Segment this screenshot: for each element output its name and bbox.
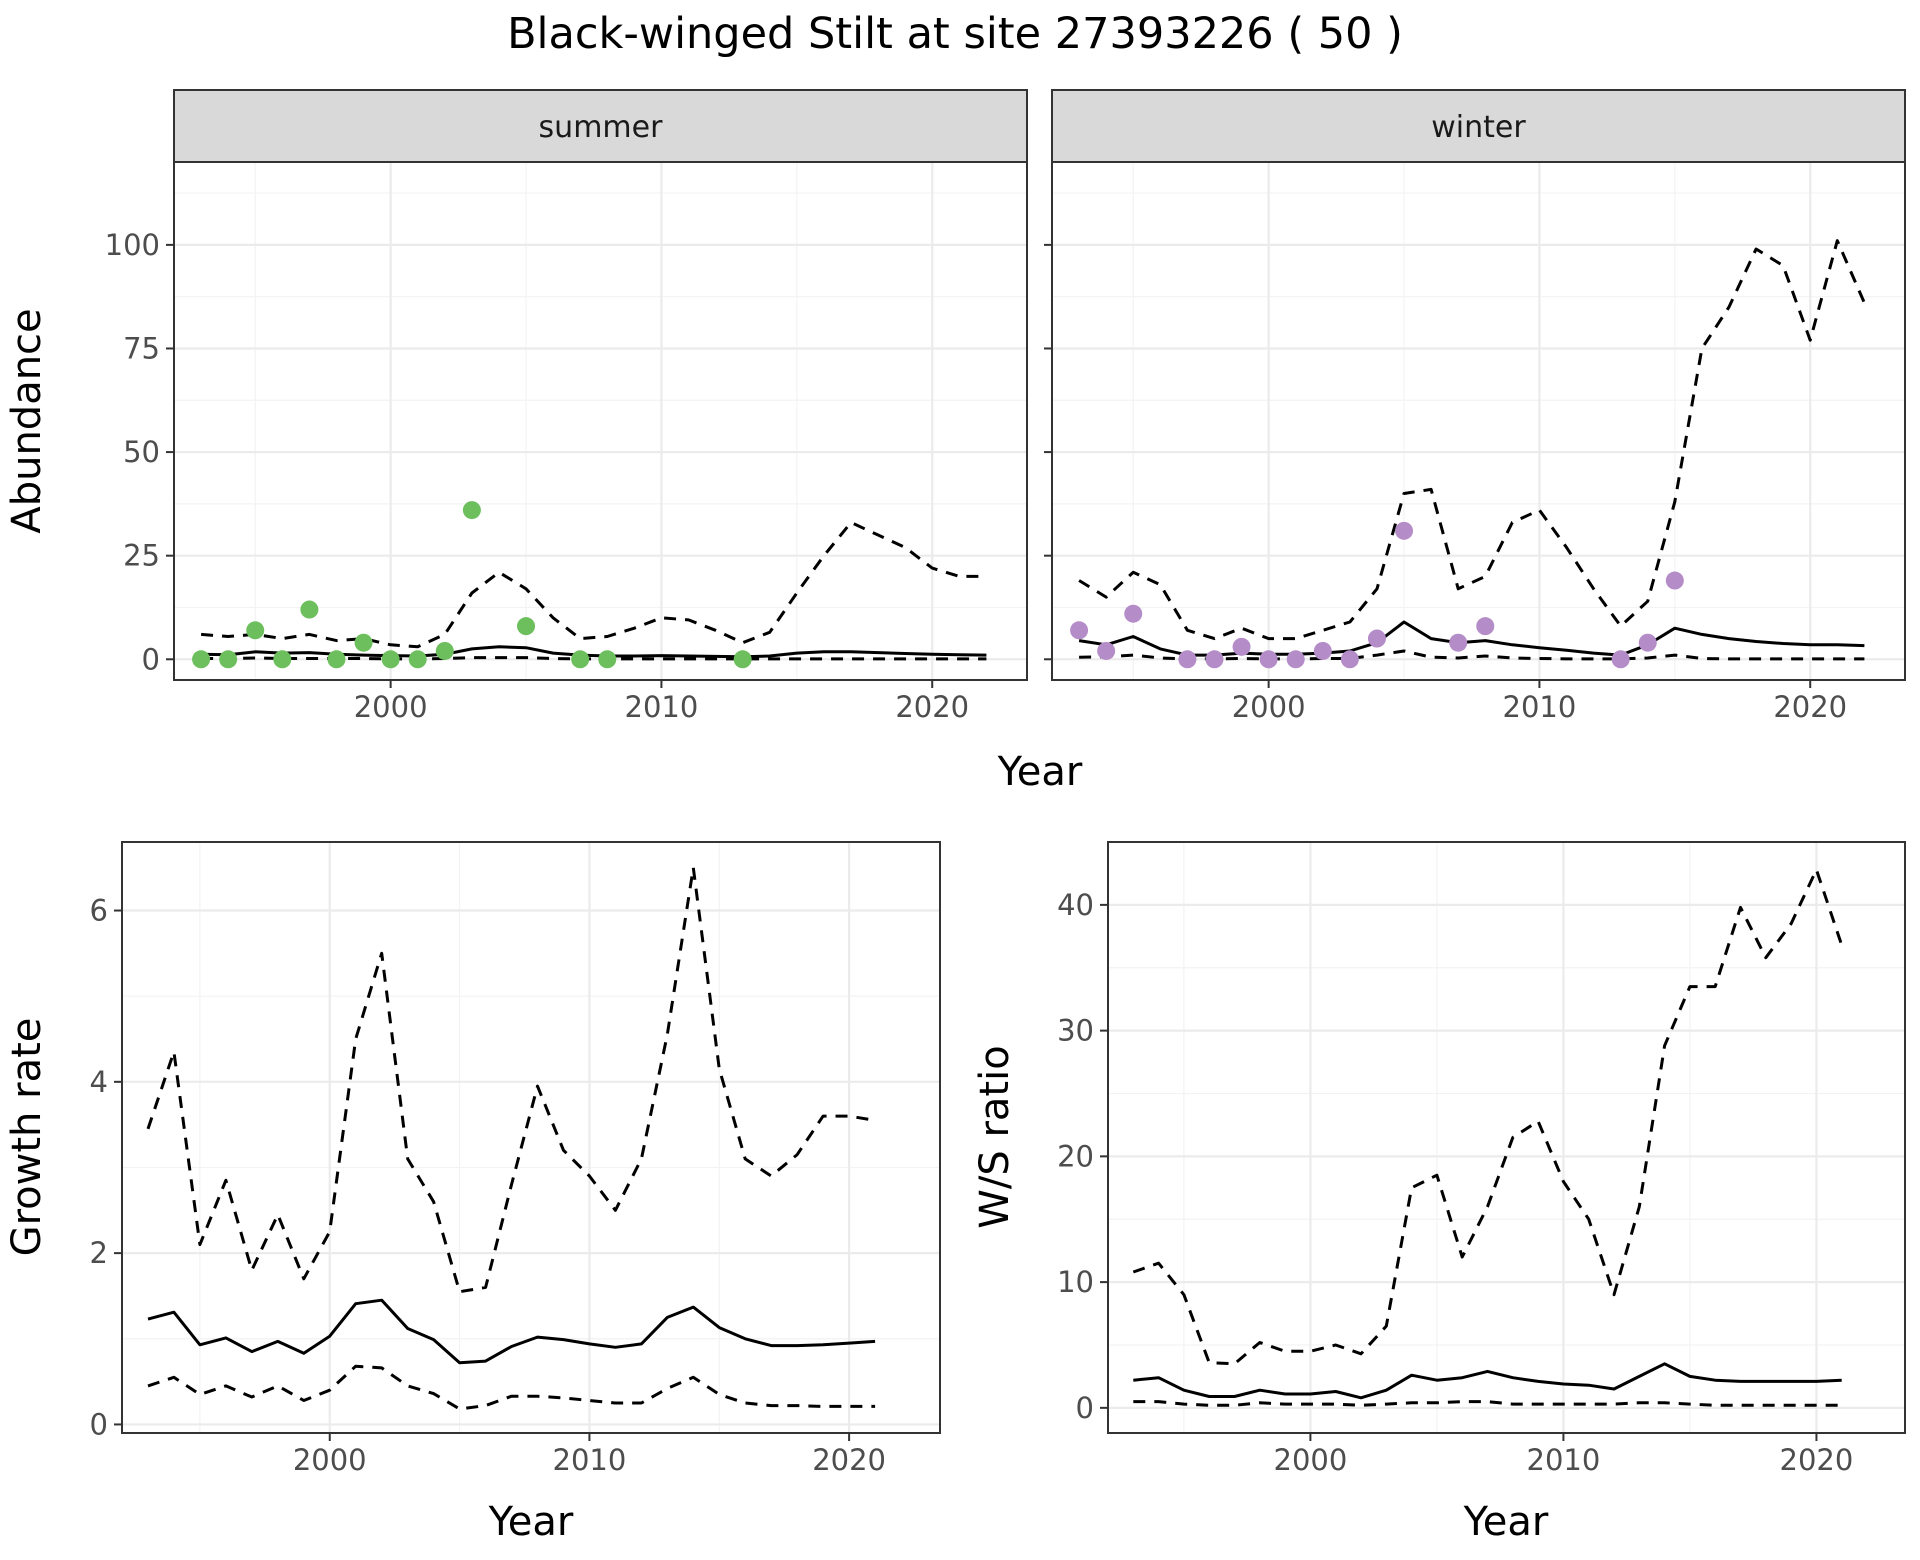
observed-point — [381, 650, 400, 669]
y-tick-label: 0 — [1076, 1391, 1094, 1425]
y-axis-title: Growth rate — [4, 1018, 50, 1257]
growth-rate-panel: 2000 2010 2020 0 2 4 6 — [90, 841, 941, 1477]
observed-point — [571, 650, 590, 669]
observed-point — [1665, 571, 1684, 590]
x-tick-label: 2000 — [354, 690, 428, 724]
x-tick-label: 2000 — [1274, 1443, 1348, 1477]
facet-strip-label: summer — [539, 110, 664, 145]
x-tick-label: 2020 — [1780, 1443, 1854, 1477]
y-tick-label: 2 — [90, 1236, 108, 1270]
y-tick-label: 0 — [90, 1407, 108, 1441]
y-tick-label: 25 — [123, 539, 160, 573]
dashed-interval-line-1 — [146, 866, 876, 1294]
abundance-panel-winter: 2000 2010 2020 winter — [1044, 89, 1906, 724]
dashed-interval-line-1 — [1078, 239, 1866, 641]
y-tick-label: 100 — [105, 228, 160, 262]
observed-point — [1286, 650, 1305, 669]
observed-point — [1313, 641, 1332, 660]
panel-background — [174, 162, 1027, 680]
dashed-interval-line-2 — [147, 1364, 876, 1411]
facet-strip-label: winter — [1431, 110, 1526, 145]
facet-strip — [173, 89, 1028, 163]
observed-point — [462, 501, 481, 520]
abundance-panel-summer: 2000 2010 2020 0 25 50 75 100 summer — [105, 89, 1028, 724]
dashed-interval-line-1 — [200, 521, 987, 649]
y-tick-label: 50 — [123, 435, 160, 469]
x-tick-label: 2010 — [625, 690, 699, 724]
x-tick-label: 2020 — [1773, 690, 1847, 724]
y-tick-label: 40 — [1057, 888, 1094, 922]
y-tick-label: 75 — [123, 331, 160, 365]
observed-point — [1124, 604, 1143, 623]
y-tick-label: 30 — [1057, 1014, 1094, 1048]
y-tick-label: 0 — [142, 642, 160, 676]
solid-estimate-line-0 — [1133, 1362, 1842, 1400]
observed-point — [300, 600, 319, 619]
solid-estimate-line-0 — [147, 1298, 876, 1365]
observed-point — [246, 621, 265, 640]
panel-background — [1108, 842, 1905, 1433]
observed-point — [1097, 641, 1116, 660]
observed-point — [1476, 617, 1495, 636]
observed-point — [1259, 650, 1278, 669]
facet-strip — [1051, 89, 1906, 163]
observed-point — [219, 650, 238, 669]
observed-point — [354, 633, 373, 652]
observed-point — [598, 650, 617, 669]
x-tick-label: 2010 — [1527, 1443, 1601, 1477]
y-axis-title: W/S ratio — [972, 1045, 1018, 1228]
observed-point — [1205, 650, 1224, 669]
observed-point — [1070, 621, 1089, 640]
dashed-interval-line-2 — [1133, 1400, 1842, 1407]
x-axis-title: Year — [997, 749, 1083, 795]
observed-point — [733, 650, 752, 669]
panel-border — [121, 841, 941, 1434]
x-axis-title: Year — [488, 1499, 574, 1545]
observed-point — [1395, 521, 1414, 540]
y-axis-title: Abundance — [4, 308, 50, 533]
x-tick-label: 2000 — [293, 1443, 367, 1477]
observed-point — [1340, 650, 1359, 669]
observed-point — [435, 641, 454, 660]
observed-point — [327, 650, 346, 669]
observed-point — [1367, 629, 1386, 648]
x-tick-label: 2020 — [895, 690, 969, 724]
x-tick-label: 2020 — [812, 1443, 886, 1477]
observed-point — [273, 650, 292, 669]
observed-point — [1638, 633, 1657, 652]
observed-point — [1232, 637, 1251, 656]
observed-point — [1449, 633, 1468, 652]
x-tick-label: 2000 — [1232, 690, 1306, 724]
panel-background — [122, 842, 940, 1433]
y-tick-label: 4 — [90, 1065, 108, 1099]
observed-point — [408, 650, 427, 669]
x-tick-label: 2010 — [553, 1443, 627, 1477]
observed-point — [517, 617, 536, 636]
x-tick-label: 2010 — [1503, 690, 1577, 724]
observed-point — [1178, 650, 1197, 669]
panel-border — [1107, 841, 1906, 1434]
observed-point — [192, 650, 211, 669]
chart-title: Black-winged Stilt at site 27393226 ( 50… — [507, 9, 1403, 59]
y-tick-label: 20 — [1057, 1139, 1094, 1173]
observed-point — [1611, 650, 1630, 669]
ws-ratio-panel: 2000 2010 2020 0 10 20 30 40 — [1057, 841, 1906, 1477]
dashed-interval-line-1 — [1132, 868, 1844, 1366]
panel-background — [1052, 162, 1905, 680]
x-axis-title: Year — [1463, 1499, 1549, 1545]
y-tick-label: 10 — [1057, 1265, 1094, 1299]
y-tick-label: 6 — [90, 894, 108, 928]
